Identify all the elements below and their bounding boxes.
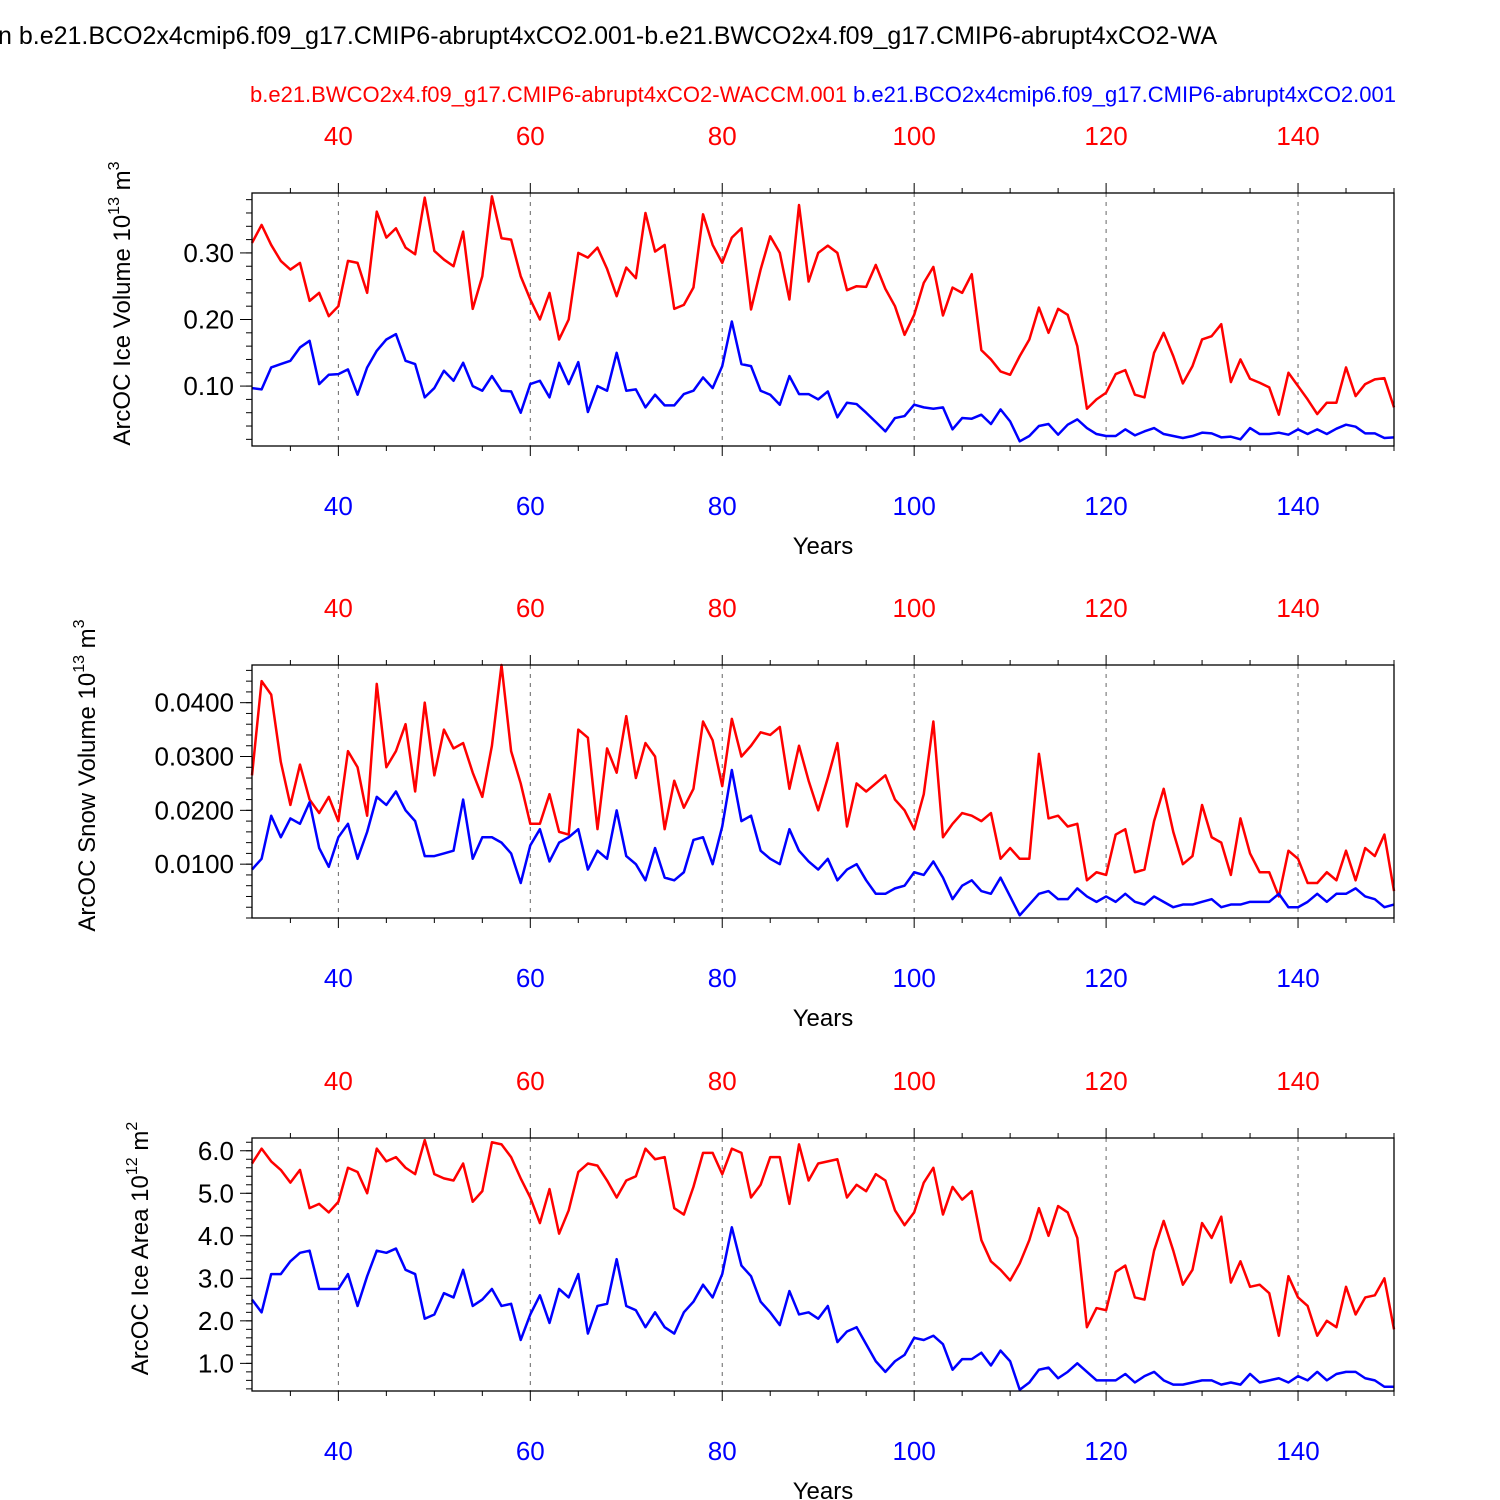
y-tick-label: 2.0 [198,1306,234,1336]
y-tick-label: 0.10 [183,371,234,401]
y-tick-label: 5.0 [198,1178,234,1208]
x-tick-label-top: 120 [1084,1066,1127,1096]
x-tick-label-bottom: 120 [1084,491,1127,521]
x-tick-label-top: 100 [892,121,935,151]
x-tick-label-bottom: 60 [516,491,545,521]
y-tick-label: 3.0 [198,1263,234,1293]
y-tick-label: 0.30 [183,238,234,268]
x-tick-label-bottom: 120 [1084,1436,1127,1466]
y-tick-label: 6.0 [198,1136,234,1166]
series-line-blue [251,320,1395,443]
y-axis-label: ArcOC Ice Volume 1013 m3 [106,161,136,445]
x-tick-label-top: 140 [1276,593,1319,623]
x-tick-label-bottom: 80 [708,1436,737,1466]
x-axis-label: Years [793,1005,854,1032]
x-tick-label-top: 100 [892,1066,935,1096]
plot-frame [251,1137,1395,1392]
x-axis-label: Years [793,533,854,560]
x-tick-label-top: 60 [516,121,545,151]
x-tick-label-bottom: 100 [892,491,935,521]
x-tick-label-bottom: 80 [708,963,737,993]
x-tick-label-bottom: 80 [708,491,737,521]
x-tick-label-top: 40 [324,593,353,623]
x-tick-label-bottom: 120 [1084,963,1127,993]
x-tick-label-bottom: 140 [1276,491,1319,521]
x-tick-label-top: 40 [324,1066,353,1096]
panel-ice-volume: 0.10 0.20 0.30 40 40 60 60 80 80 100 100 120 120 140 1… [106,121,1396,560]
y-axis-label: ArcOC Ice Area 1012 m2 [124,1122,154,1376]
y-tick-label: 0.0200 [154,795,234,825]
legend-red: b.e21.BWCO2x4.f09_g17.CMIP6-abrupt4xCO2-… [250,82,847,107]
x-tick-label-bottom: 140 [1276,963,1319,993]
x-tick-label-top: 60 [516,1066,545,1096]
figure-title: n b.e21.BCO2x4cmip6.f09_g17.CMIP6-abrupt… [0,22,1217,50]
y-axis-label: ArcOC Snow Volume 1013 m3 [71,619,101,931]
x-tick-label-top: 80 [708,121,737,151]
series-line-red [250,663,1396,898]
x-tick-label-top: 80 [708,1066,737,1096]
x-tick-label-bottom: 60 [516,1436,545,1466]
x-tick-label-top: 140 [1276,1066,1319,1096]
y-tick-label: 0.0300 [154,742,234,772]
x-tick-label-top: 80 [708,593,737,623]
x-tick-label-top: 100 [892,593,935,623]
y-tick-label: 4.0 [198,1221,234,1251]
x-tick-label-bottom: 60 [516,963,545,993]
plot-frame [251,664,1395,919]
x-tick-label-top: 60 [516,593,545,623]
x-tick-label-top: 120 [1084,121,1127,151]
x-tick-label-bottom: 40 [324,963,353,993]
x-tick-label-top: 40 [324,121,353,151]
x-tick-label-top: 140 [1276,121,1319,151]
series-line-red [250,195,1396,416]
legend-blue: b.e21.BCO2x4cmip6.f09_g17.CMIP6-abrupt4x… [853,82,1396,107]
series-line-blue [251,1226,1394,1391]
panel-ice-area: 1.0 2.0 3.0 4.0 5.0 6.0 40 40 60 60 80 80 100 100 120 1… [124,1066,1396,1500]
y-tick-label: 0.0400 [154,688,234,718]
x-tick-label-bottom: 100 [892,963,935,993]
plot-frame [251,192,1395,447]
series-line-blue [251,768,1395,917]
y-tick-label: 0.20 [183,305,234,335]
series-line-red [250,1138,1396,1337]
y-tick-label: 1.0 [198,1348,234,1378]
x-axis-label: Years [793,1478,854,1500]
x-tick-label-top: 120 [1084,593,1127,623]
y-tick-label: 0.0100 [154,849,234,879]
panel-snow-volume: 0.0100 0.0200 0.0300 0.0400 40 40 60 60 80 80 100 1… [71,593,1396,1032]
x-tick-label-bottom: 140 [1276,1436,1319,1466]
x-tick-label-bottom: 40 [324,491,353,521]
x-tick-label-bottom: 40 [324,1436,353,1466]
x-tick-label-bottom: 100 [892,1436,935,1466]
